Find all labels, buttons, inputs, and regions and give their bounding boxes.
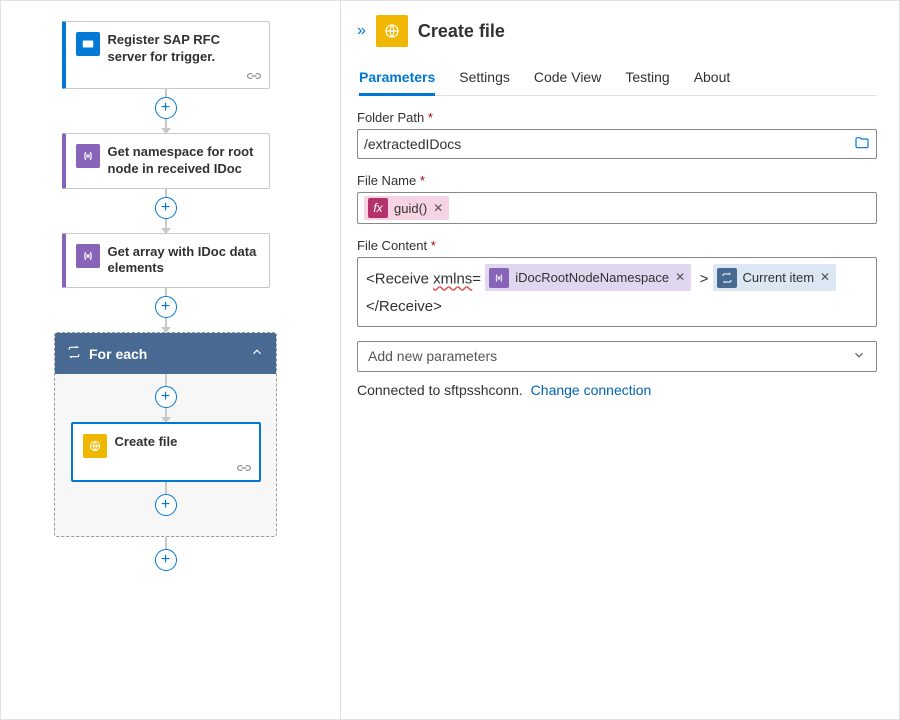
add-parameters-dropdown[interactable]: Add new parameters <box>357 341 877 372</box>
token-variable[interactable]: iDocRootNodeNamespace ✕ <box>485 264 691 291</box>
tab-settings[interactable]: Settings <box>459 63 510 95</box>
add-step-button[interactable]: + <box>155 549 177 571</box>
details-panel: » Create file Parameters Settings Code V… <box>341 1 899 719</box>
workflow-canvas: Register SAP RFC server for trigger. + G… <box>1 1 341 719</box>
variable-icon <box>76 244 100 268</box>
sap-icon <box>76 32 100 56</box>
add-step-button[interactable]: + <box>155 197 177 219</box>
add-step-button[interactable]: + <box>155 494 177 516</box>
connection-text-prefix: Connected to <box>357 382 444 398</box>
panel-tabs: Parameters Settings Code View Testing Ab… <box>357 63 877 96</box>
sftp-icon <box>83 434 107 458</box>
foreach-label: For each <box>89 346 147 362</box>
folder-path-input[interactable]: /extractedIDocs <box>357 129 877 159</box>
link-icon <box>237 460 251 476</box>
tab-testing[interactable]: Testing <box>625 63 669 95</box>
variable-icon <box>76 144 100 168</box>
variable-icon <box>489 268 509 288</box>
panel-title: Create file <box>418 21 505 42</box>
step-label: Register SAP RFC server for trigger. <box>108 32 259 66</box>
field-file-name: File Name * fx guid() ✕ <box>357 173 877 224</box>
step-create-file[interactable]: Create file <box>71 422 261 482</box>
connection-name: sftpsshconn. <box>444 382 523 398</box>
dropdown-label: Add new parameters <box>368 348 497 364</box>
loop-icon <box>67 345 81 362</box>
foreach-container: For each + Create file <box>54 332 277 537</box>
step-get-array[interactable]: Get array with IDoc data elements <box>62 233 270 289</box>
token-label: Current item <box>743 266 815 289</box>
required-indicator: * <box>431 238 436 253</box>
token-loop-item[interactable]: Current item ✕ <box>713 264 837 291</box>
chevron-up-icon <box>250 345 264 362</box>
step-label: Get array with IDoc data elements <box>108 244 259 278</box>
tab-parameters[interactable]: Parameters <box>359 63 435 96</box>
tab-code-view[interactable]: Code View <box>534 63 601 95</box>
change-connection-link[interactable]: Change connection <box>531 382 652 398</box>
file-name-input[interactable]: fx guid() ✕ <box>357 192 877 224</box>
token-label: guid() <box>394 201 427 216</box>
xml-text: > <box>700 271 709 288</box>
folder-picker-icon[interactable] <box>854 135 870 154</box>
add-step-button[interactable]: + <box>155 296 177 318</box>
loop-icon <box>717 268 737 288</box>
input-value: /extractedIDocs <box>364 136 461 152</box>
field-folder-path: Folder Path * /extractedIDocs <box>357 110 877 159</box>
field-label: File Name <box>357 173 416 188</box>
file-content-input[interactable]: <Receive xmlns= iDocRootNodeNamespace ✕ … <box>357 257 877 327</box>
token-remove[interactable]: ✕ <box>820 267 830 289</box>
field-label: File Content <box>357 238 427 253</box>
token-expression[interactable]: fx guid() ✕ <box>364 196 449 220</box>
step-label: Get namespace for root node in received … <box>108 144 259 178</box>
chevron-down-icon <box>852 348 866 365</box>
xml-text: <Receive <box>366 271 433 288</box>
foreach-header[interactable]: For each <box>55 333 276 374</box>
add-step-button[interactable]: + <box>155 97 177 119</box>
step-register-sap[interactable]: Register SAP RFC server for trigger. <box>62 21 270 89</box>
field-file-content: File Content * <Receive xmlns= iDocRootN… <box>357 238 877 327</box>
link-icon <box>247 68 261 84</box>
token-label: iDocRootNodeNamespace <box>515 266 669 289</box>
sftp-icon <box>376 15 408 47</box>
xml-text: xmlns <box>433 271 472 288</box>
connection-status: Connected to sftpsshconn. Change connect… <box>357 382 877 398</box>
step-get-namespace[interactable]: Get namespace for root node in received … <box>62 133 270 189</box>
xml-text: </Receive> <box>366 298 442 315</box>
required-indicator: * <box>428 110 433 125</box>
collapse-panel-button[interactable]: » <box>357 22 366 40</box>
step-label: Create file <box>115 434 178 458</box>
tab-about[interactable]: About <box>694 63 731 95</box>
required-indicator: * <box>420 173 425 188</box>
token-remove[interactable]: ✕ <box>433 201 443 215</box>
token-remove[interactable]: ✕ <box>675 267 685 289</box>
add-step-button[interactable]: + <box>155 386 177 408</box>
xml-text: = <box>472 271 481 288</box>
field-label: Folder Path <box>357 110 424 125</box>
fx-icon: fx <box>368 198 388 218</box>
